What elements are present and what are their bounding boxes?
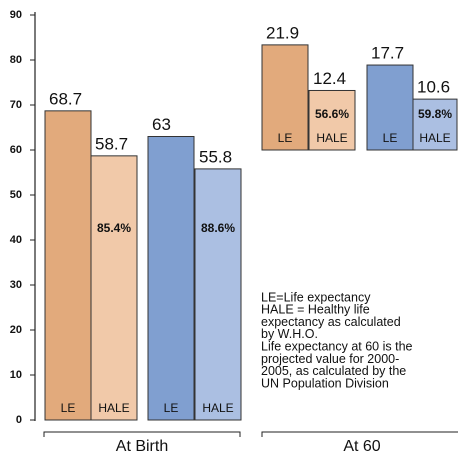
note-line: by W.H.O. bbox=[261, 327, 318, 341]
y-tick-label: 40 bbox=[10, 234, 22, 246]
group-label: At 60 bbox=[343, 438, 380, 455]
note-line: projected value for 2000- bbox=[261, 352, 399, 366]
bar-category: LE bbox=[278, 131, 293, 145]
bar-category: HALE bbox=[316, 131, 347, 145]
share-label: 85.4% bbox=[97, 221, 131, 235]
value-label: 10.6 bbox=[417, 78, 450, 97]
group-bracket bbox=[261, 431, 458, 437]
share-label: 56.6% bbox=[315, 107, 349, 121]
group-bracket bbox=[43, 431, 241, 437]
value-label: 21.9 bbox=[266, 23, 299, 42]
y-tick-label: 50 bbox=[10, 189, 22, 201]
note-line: Life expectancy at 60 is the bbox=[261, 339, 413, 353]
bar bbox=[308, 89, 356, 151]
bar-category: HALE bbox=[202, 401, 233, 415]
value-label: 63 bbox=[152, 115, 171, 134]
bar-category: LE bbox=[61, 401, 76, 415]
bar bbox=[194, 168, 242, 421]
share-label: 59.8% bbox=[418, 107, 452, 121]
note-line: 2005, as calculated by the bbox=[261, 364, 406, 378]
value-label: 55.8 bbox=[199, 147, 232, 166]
value-label: 17.7 bbox=[371, 44, 404, 63]
bar bbox=[44, 110, 92, 421]
share-label: 88.6% bbox=[201, 221, 235, 235]
y-tick-label: 10 bbox=[10, 369, 22, 381]
bar bbox=[261, 44, 309, 151]
bar-category: HALE bbox=[419, 131, 450, 145]
note-line: HALE = Healthy life bbox=[261, 303, 370, 317]
bar-category: LE bbox=[164, 401, 179, 415]
y-tick-label: 20 bbox=[10, 324, 22, 336]
y-tick-label: 90 bbox=[10, 9, 22, 21]
y-tick-label: 60 bbox=[10, 144, 22, 156]
y-tick-label: 70 bbox=[10, 99, 22, 111]
value-label: 68.7 bbox=[49, 89, 82, 108]
y-tick-label: 0 bbox=[16, 414, 22, 426]
note-line: UN Population Division bbox=[261, 376, 389, 390]
note-line: LE=Life expectancy bbox=[261, 290, 371, 304]
bar bbox=[147, 136, 195, 421]
value-label: 58.7 bbox=[95, 134, 128, 153]
value-label: 12.4 bbox=[313, 69, 346, 88]
bar bbox=[90, 155, 138, 421]
bar bbox=[412, 98, 458, 151]
group-label: At Birth bbox=[116, 438, 168, 455]
note-line: expectancy as calculated bbox=[261, 315, 401, 329]
bar-category: HALE bbox=[98, 401, 129, 415]
bar-category: LE bbox=[383, 131, 398, 145]
y-tick-label: 80 bbox=[10, 54, 22, 66]
y-tick-label: 30 bbox=[10, 279, 22, 291]
